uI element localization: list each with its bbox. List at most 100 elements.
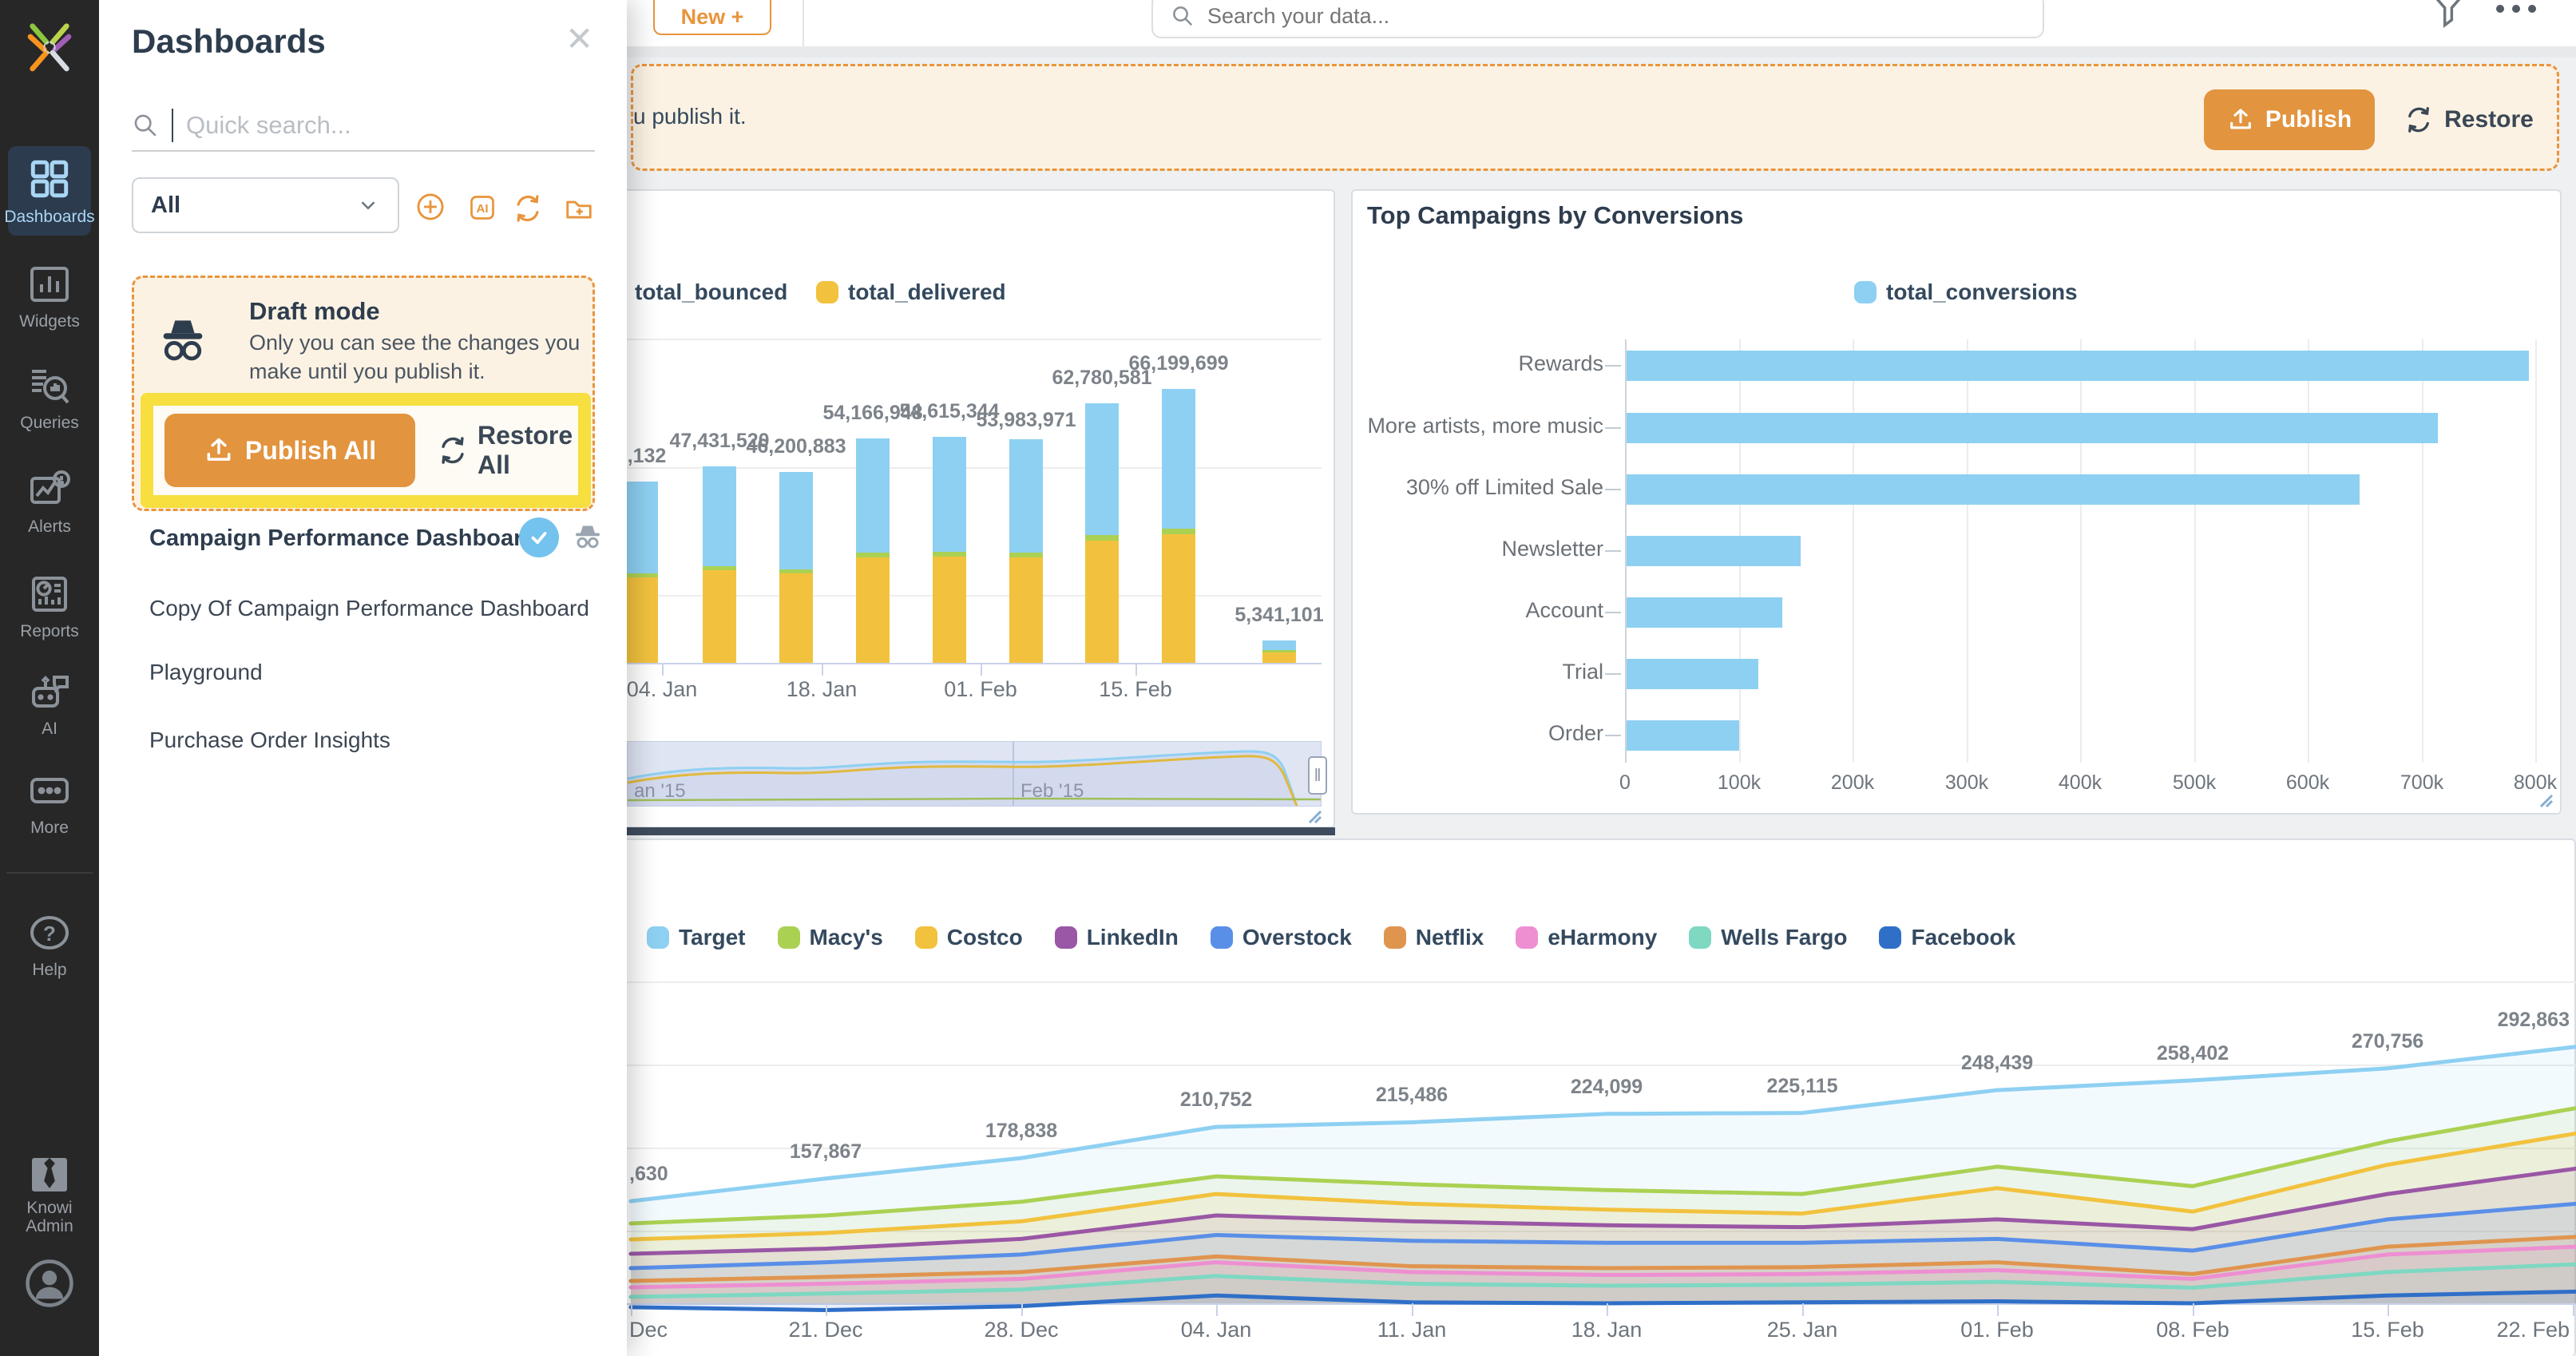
x-axis-tick <box>1135 663 1137 676</box>
new-button-label: New + <box>681 5 744 30</box>
restore-icon <box>438 435 468 466</box>
x-axis-tick <box>2388 1303 2389 1316</box>
bar-value-label: 5,341,101 <box>1203 604 1355 627</box>
app-logo[interactable] <box>24 16 75 83</box>
x-axis-tick-label: 200k <box>1805 771 1900 795</box>
sidebar-item-queries[interactable]: Queries <box>0 363 99 432</box>
topbar-divider <box>803 0 804 46</box>
dashboard-list-item[interactable]: Copy Of Campaign Performance Dashboard <box>132 591 595 632</box>
navigator-handle[interactable]: ‖ <box>1308 756 1327 795</box>
sidebar-item-dashboards[interactable]: Dashboards <box>0 146 99 236</box>
gridline <box>2080 339 2082 763</box>
filter-selected-value: All <box>151 192 180 219</box>
x-axis-tick <box>2193 1303 2194 1316</box>
panel-close-icon[interactable]: ✕ <box>565 19 593 58</box>
category-tick <box>1605 550 1621 552</box>
x-axis-tick-label: 08. Feb <box>2129 1318 2257 1342</box>
sidebar-item-widgets[interactable]: Widgets <box>0 262 99 331</box>
category-label: More artists, more music <box>1349 414 1603 438</box>
gridline <box>2535 339 2537 763</box>
legend-dot-total-delivered <box>816 281 838 303</box>
bar-segment-minor <box>1162 529 1195 534</box>
legend-total-bounced[interactable]: total_bounced <box>635 280 787 305</box>
bar-segment-bounced <box>624 482 658 573</box>
point-value-label: 292,863 <box>2427 1009 2570 1032</box>
sidebar-item-label: Queries <box>20 414 79 432</box>
hbar-total-conversions <box>1627 351 2529 381</box>
x-axis-tick-label: 11. Jan <box>1348 1318 1476 1342</box>
category-tick <box>1605 365 1621 367</box>
sidebar-item-label: AI <box>42 720 57 738</box>
filter-icon[interactable] <box>2427 0 2469 30</box>
sidebar-item-label: Reports <box>20 622 79 640</box>
sidebar-item-alerts[interactable]: Alerts <box>0 467 99 536</box>
sidebar-item-label: Alerts <box>28 517 71 536</box>
x-axis-tick-label: 500k <box>2146 771 2242 795</box>
x-axis-tick <box>1607 1303 1608 1316</box>
new-folder-icon[interactable] <box>564 193 594 224</box>
upload-icon <box>2227 106 2254 133</box>
legend-total-delivered[interactable]: total_delivered <box>848 280 1006 305</box>
category-label: Newsletter <box>1349 537 1603 561</box>
sidebar-item-ai[interactable]: AI <box>0 669 99 738</box>
add-dashboard-icon[interactable] <box>415 192 446 222</box>
chart-navigator[interactable]: an '15 Feb '15 <box>627 741 1322 807</box>
active-check-icon[interactable] <box>519 517 559 557</box>
legend-total-conversions[interactable]: total_conversions <box>1886 280 2078 305</box>
sidebar-item-label: Widgets <box>19 312 80 331</box>
reports-icon <box>27 572 72 617</box>
more-options-icon[interactable] <box>2496 5 2536 13</box>
publish-button[interactable]: Publish <box>2204 89 2375 150</box>
sidebar-item-help[interactable]: ? Help <box>0 910 99 979</box>
global-search[interactable] <box>1151 0 2044 38</box>
x-axis-tick-label: 100k <box>1691 771 1787 795</box>
sidebar-item-label: Help <box>32 961 66 979</box>
category-tick <box>1605 735 1621 736</box>
restore-button[interactable]: Restore <box>2389 89 2549 150</box>
x-axis-tick <box>826 1303 827 1316</box>
app-root: New + u publish it. Publish <box>0 0 2576 1356</box>
ai-generate-icon[interactable]: AI <box>468 193 497 222</box>
x-axis-tick-label: 21. Dec <box>762 1318 890 1342</box>
sidebar-item-more[interactable]: More <box>0 768 99 837</box>
avatar[interactable] <box>24 1258 75 1309</box>
dashboard-filter-select[interactable]: All <box>132 177 399 233</box>
category-label: Order <box>1349 721 1603 746</box>
publish-all-button[interactable]: Publish All <box>164 414 415 487</box>
bar-segment-delivered <box>1009 557 1043 663</box>
stacked-bar <box>1085 403 1119 663</box>
draft-banner-text: u publish it. <box>633 104 747 129</box>
point-value-label: 270,756 <box>2316 1030 2459 1053</box>
bar-segment-bounced <box>933 437 966 552</box>
new-button[interactable]: New + <box>653 0 771 35</box>
bar-segment-delivered <box>1262 652 1296 663</box>
sidebar-item-admin[interactable]: Knowi Admin <box>0 1156 99 1235</box>
x-axis-tick <box>1021 1303 1023 1316</box>
dashboard-list-item-label: Copy Of Campaign Performance Dashboard <box>149 596 589 621</box>
restore-all-button[interactable]: Restore All <box>438 414 581 487</box>
sidebar-item-reports[interactable]: Reports <box>0 572 99 640</box>
quick-search[interactable]: Quick search... <box>132 101 595 152</box>
draft-incognito-icon <box>569 517 607 556</box>
stacked-bar <box>1262 640 1296 663</box>
bar-segment-bounced <box>703 466 736 566</box>
refresh-list-icon[interactable] <box>513 193 543 224</box>
widget2-resize-handle[interactable] <box>2538 792 2554 808</box>
hbar-total-conversions <box>1627 597 1782 628</box>
search-icon <box>1171 4 1195 28</box>
widget1-resize-handle[interactable] <box>1306 808 1322 824</box>
gridline <box>2308 339 2309 763</box>
global-search-input[interactable] <box>1206 3 1924 30</box>
draft-mode-desc-2: make until you publish it. <box>249 359 485 384</box>
dashboard-list-item[interactable]: Purchase Order Insights <box>132 723 595 764</box>
x-axis-tick <box>2573 1303 2574 1316</box>
chevron-down-icon <box>356 193 380 217</box>
dashboard-list-item[interactable]: Playground <box>132 655 595 696</box>
bar-segment-delivered <box>703 570 736 663</box>
restore-button-label: Restore <box>2444 106 2534 133</box>
quick-search-placeholder: Quick search... <box>186 111 351 140</box>
gridline <box>1853 339 1854 763</box>
bar-segment-delivered <box>856 557 890 663</box>
x-axis-tick-label: 700k <box>2374 771 2470 795</box>
x-axis-tick-label: 600k <box>2260 771 2356 795</box>
